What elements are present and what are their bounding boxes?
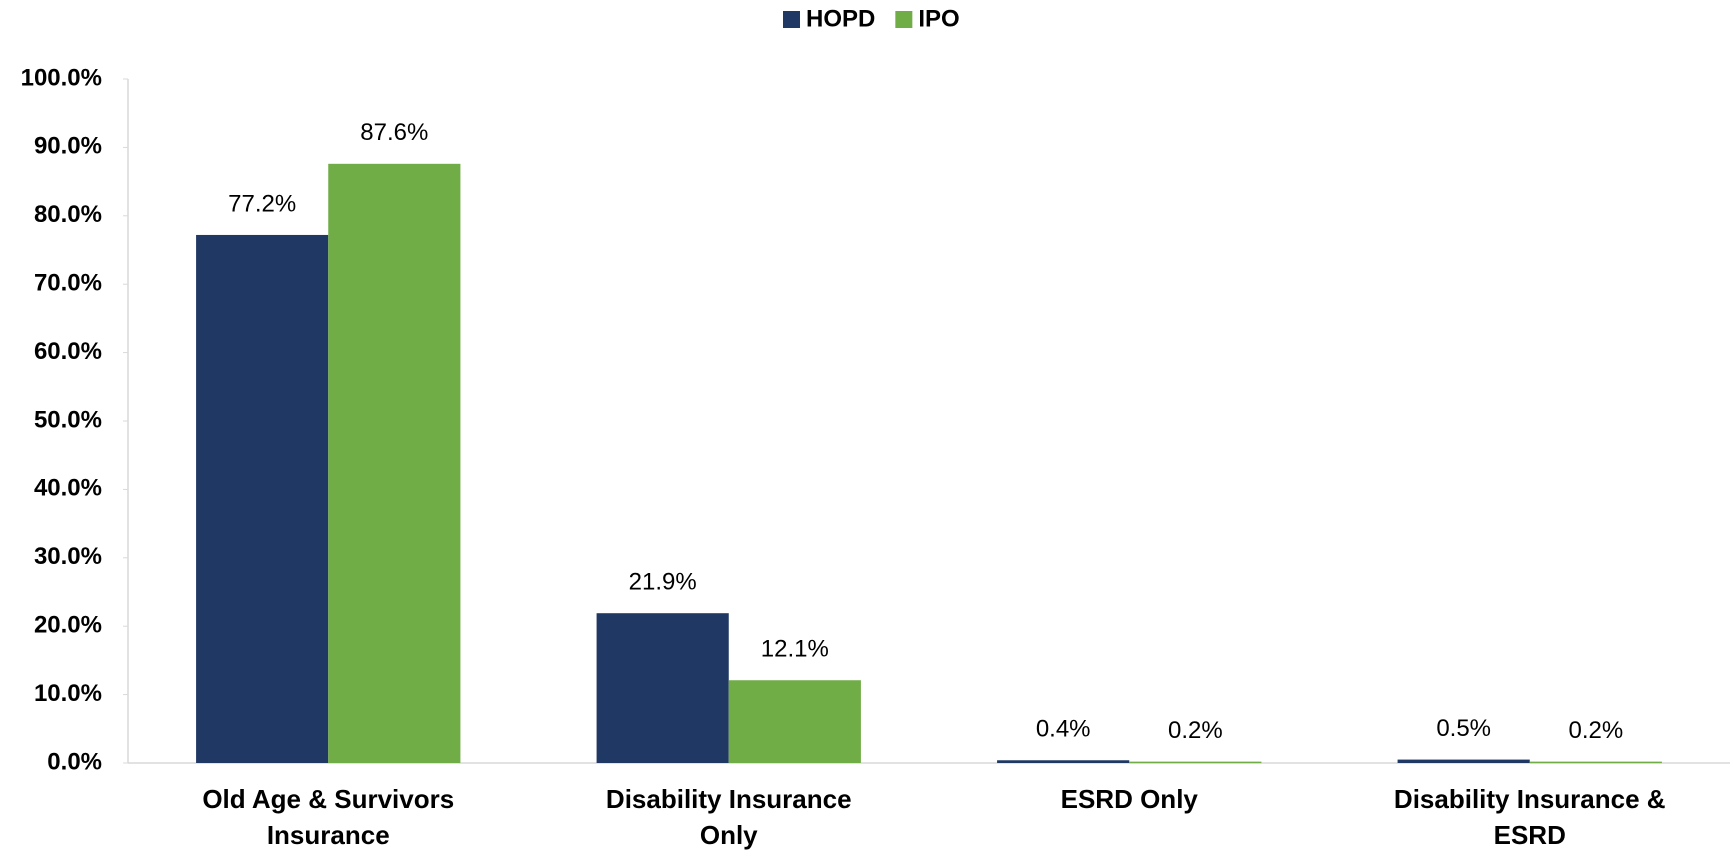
- y-tick-label: 100.0%: [21, 64, 102, 91]
- x-tick-label-box: Old Age & Survivors Insurance: [202, 784, 455, 850]
- data-label: 0.2%: [1168, 717, 1223, 744]
- y-tick-label: 40.0%: [34, 475, 102, 502]
- legend-label: IPO: [918, 5, 959, 32]
- x-tick-label: Old Age & Survivors Insurance: [202, 784, 455, 850]
- x-tick-label-box: Disability Insurance Only: [605, 784, 852, 850]
- data-label: 0.4%: [1036, 716, 1091, 743]
- bar: [196, 234, 329, 763]
- x-tick-label-box: ESRD Only: [1060, 784, 1198, 814]
- x-tick-label: ESRD Only: [1060, 784, 1198, 814]
- data-label: 21.9%: [629, 569, 697, 596]
- data-label: 0.2%: [1568, 717, 1623, 744]
- y-tick-label: 70.0%: [34, 270, 102, 297]
- x-tick-label-box: Disability Insurance & ESRD: [1393, 784, 1666, 850]
- data-label: 87.6%: [360, 119, 428, 146]
- bar: [328, 163, 461, 764]
- bar: [1129, 761, 1262, 764]
- y-tick-label: 50.0%: [34, 406, 102, 433]
- y-tick-label: 10.0%: [34, 680, 102, 707]
- y-tick-label: 20.0%: [34, 612, 102, 639]
- y-tick-label: 80.0%: [34, 201, 102, 228]
- y-tick-label: 60.0%: [34, 338, 102, 365]
- x-tick-label: Disability Insurance Only: [605, 784, 852, 850]
- data-label: 0.5%: [1436, 715, 1491, 742]
- y-tick-label: 0.0%: [47, 748, 102, 775]
- bar: [997, 760, 1130, 763]
- data-label: 77.2%: [228, 190, 296, 217]
- data-label: 12.1%: [761, 636, 829, 663]
- bar: [728, 680, 861, 763]
- y-tick-label: 90.0%: [34, 133, 102, 160]
- legend-swatch: [895, 11, 913, 28]
- legend-swatch: [783, 11, 800, 28]
- y-tick-label: 30.0%: [34, 543, 102, 570]
- bar: [596, 613, 729, 763]
- legend-label: HOPD: [806, 5, 875, 32]
- x-tick-label: Disability Insurance & ESRD: [1393, 784, 1666, 850]
- bar: [1397, 759, 1530, 763]
- bar: [1529, 761, 1662, 764]
